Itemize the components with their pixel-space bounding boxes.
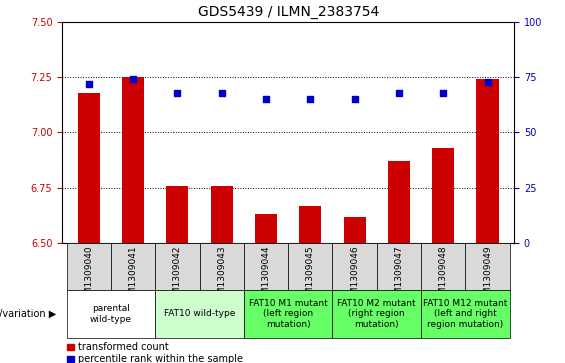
Bar bbox=[421, 243, 466, 290]
Bar bbox=[466, 243, 510, 290]
Text: GSM1309046: GSM1309046 bbox=[350, 245, 359, 306]
Bar bbox=[288, 243, 332, 290]
Point bbox=[439, 90, 448, 95]
Text: FAT10 wild-type: FAT10 wild-type bbox=[164, 310, 235, 318]
Bar bbox=[244, 243, 288, 290]
Bar bbox=[332, 290, 421, 338]
Bar bbox=[77, 93, 100, 243]
Point bbox=[128, 77, 137, 82]
Text: GSM1309048: GSM1309048 bbox=[439, 245, 447, 306]
Bar bbox=[155, 243, 199, 290]
Bar bbox=[211, 185, 233, 243]
Bar bbox=[476, 79, 499, 243]
Text: GSM1309043: GSM1309043 bbox=[217, 245, 226, 306]
Point bbox=[217, 90, 226, 95]
Legend: transformed count, percentile rank within the sample: transformed count, percentile rank withi… bbox=[67, 342, 243, 363]
Bar bbox=[122, 77, 144, 243]
Bar bbox=[299, 205, 321, 243]
Text: GSM1309041: GSM1309041 bbox=[129, 245, 137, 306]
Text: FAT10 M12 mutant
(left and right
region mutation): FAT10 M12 mutant (left and right region … bbox=[423, 299, 507, 329]
Text: GSM1309045: GSM1309045 bbox=[306, 245, 315, 306]
Point bbox=[350, 97, 359, 102]
Bar bbox=[67, 290, 155, 338]
Bar bbox=[377, 243, 421, 290]
Bar bbox=[155, 290, 244, 338]
Text: GSM1309040: GSM1309040 bbox=[84, 245, 93, 306]
Bar bbox=[199, 243, 244, 290]
Text: parental
wild-type: parental wild-type bbox=[90, 304, 132, 324]
Point bbox=[483, 79, 492, 85]
Point bbox=[173, 90, 182, 95]
Text: genotype/variation ▶: genotype/variation ▶ bbox=[0, 309, 56, 319]
Title: GDS5439 / ILMN_2383754: GDS5439 / ILMN_2383754 bbox=[198, 5, 379, 19]
Point bbox=[394, 90, 403, 95]
Bar bbox=[421, 290, 510, 338]
Bar bbox=[332, 243, 377, 290]
Text: GSM1309047: GSM1309047 bbox=[394, 245, 403, 306]
Point bbox=[84, 81, 93, 87]
Bar bbox=[255, 215, 277, 243]
Text: GSM1309044: GSM1309044 bbox=[262, 245, 271, 306]
Text: GSM1309042: GSM1309042 bbox=[173, 245, 182, 306]
Text: FAT10 M2 mutant
(right region
mutation): FAT10 M2 mutant (right region mutation) bbox=[337, 299, 416, 329]
Text: FAT10 M1 mutant
(left region
mutation): FAT10 M1 mutant (left region mutation) bbox=[249, 299, 328, 329]
Point bbox=[306, 97, 315, 102]
Point bbox=[262, 97, 271, 102]
Text: GSM1309049: GSM1309049 bbox=[483, 245, 492, 306]
Bar bbox=[432, 148, 454, 243]
Bar bbox=[344, 217, 366, 243]
Bar bbox=[166, 185, 189, 243]
Bar bbox=[244, 290, 332, 338]
Bar bbox=[111, 243, 155, 290]
Bar bbox=[388, 161, 410, 243]
Bar bbox=[67, 243, 111, 290]
